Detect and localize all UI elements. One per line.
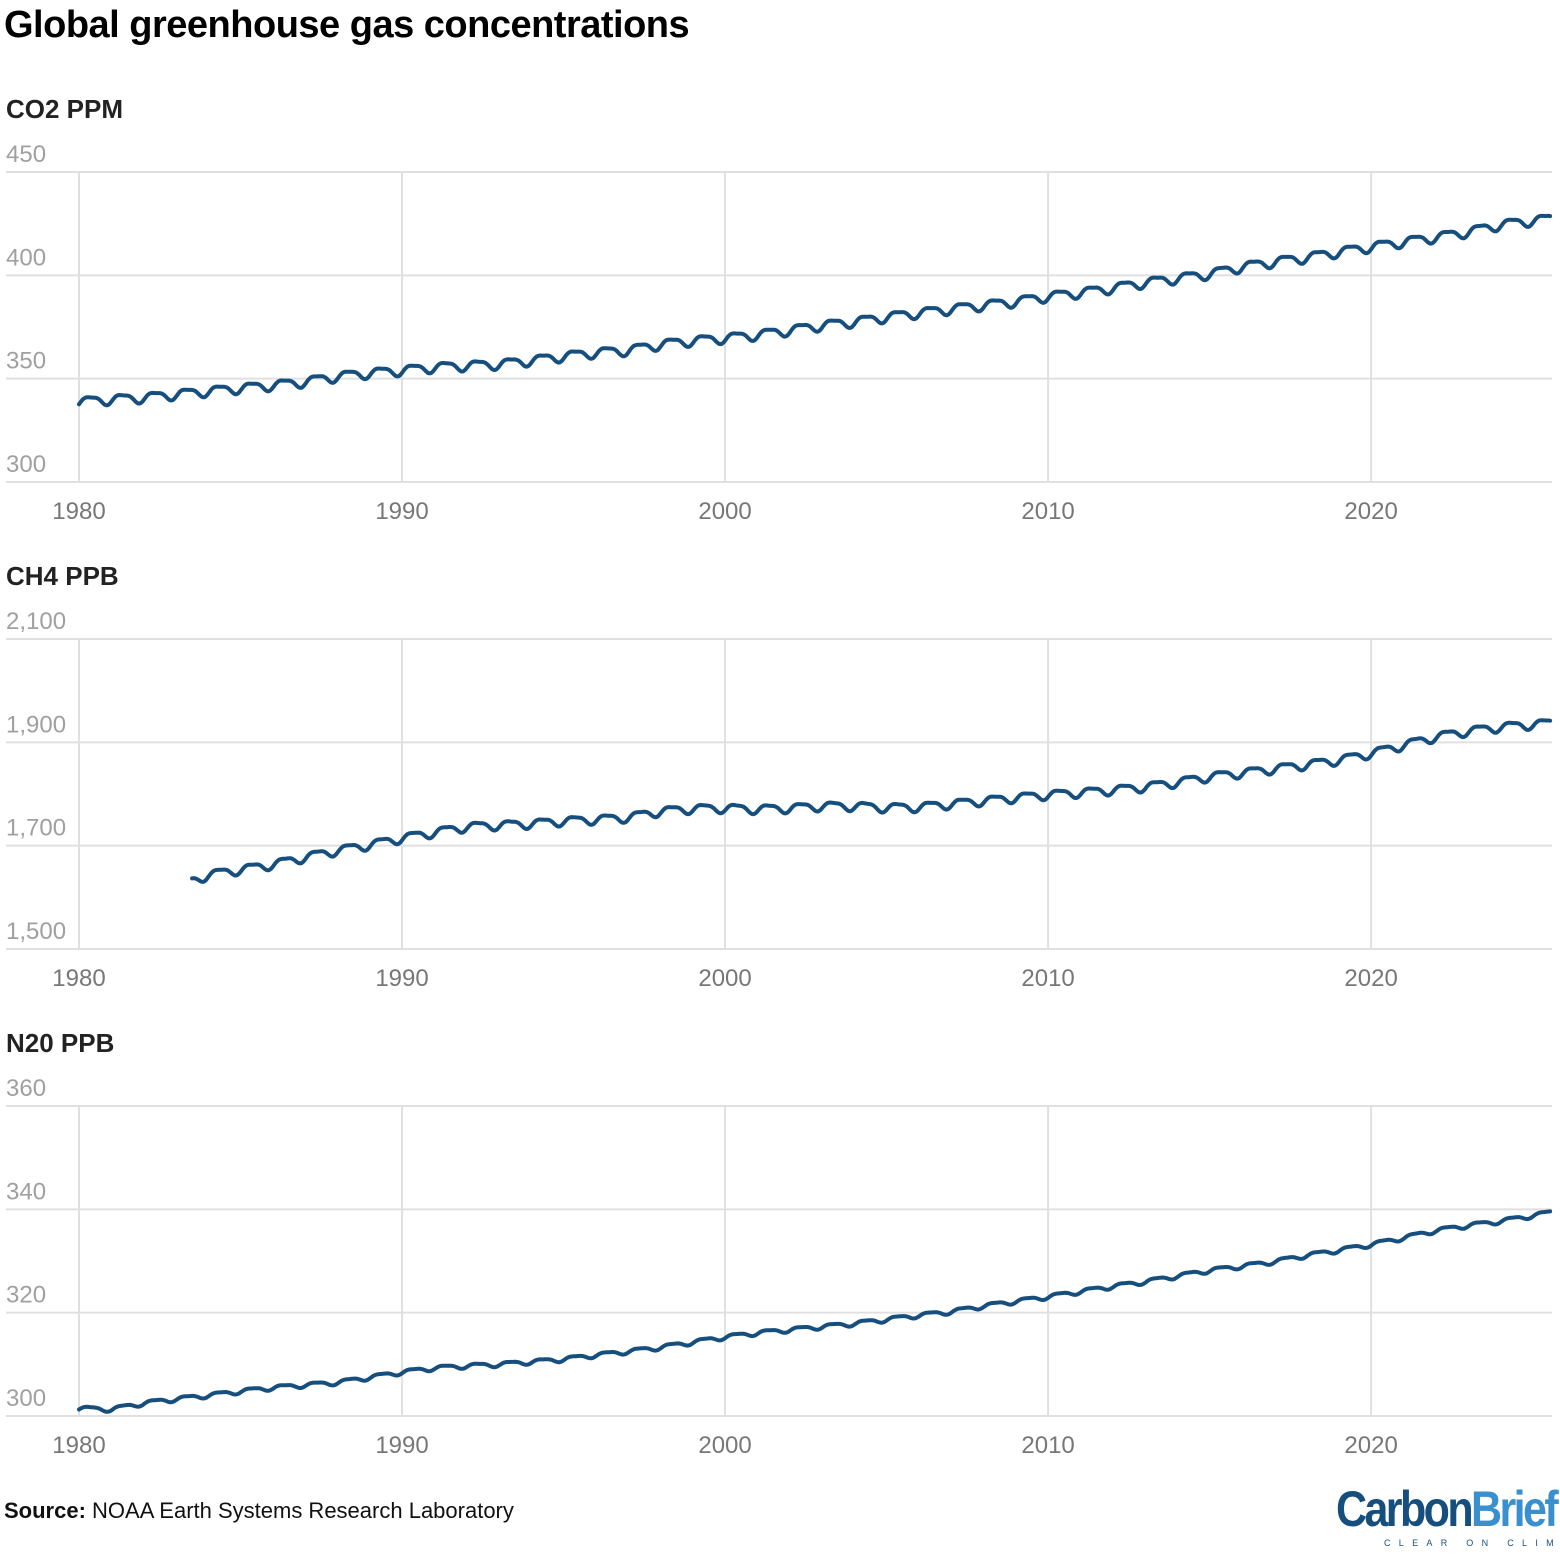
x-tick-label: 1990 [375,498,428,525]
y-tick-label: 1,500 [6,918,66,945]
y-tick-label: 300 [6,451,46,478]
x-tick-label: 1980 [52,965,105,992]
y-tick-label: 1,900 [6,711,66,738]
panel-title: CH4 PPB [6,561,119,591]
x-tick-label: 2020 [1344,965,1397,992]
x-tick-label: 2010 [1021,498,1074,525]
y-tick-label: 360 [6,1075,46,1102]
y-tick-label: 450 [6,141,46,168]
x-tick-label: 2010 [1021,965,1074,992]
x-tick-label: 1980 [52,1432,105,1459]
logo-part1: Carbon [1336,1481,1474,1537]
x-tick-label: 2020 [1344,498,1397,525]
source-note: Source: NOAA Earth Systems Research Labo… [4,1498,514,1524]
x-tick-label: 1990 [375,965,428,992]
series-line [190,718,1553,884]
y-tick-label: 400 [6,244,46,271]
y-tick-label: 300 [6,1385,46,1412]
x-tick-label: 2010 [1021,1432,1074,1459]
panel-ch4: 1,500 1,700 1,900 2,100 1980 1990 2000 2010 2020… [6,561,1553,992]
panel-title: N20 PPB [6,1028,114,1058]
x-tick-label: 2020 [1344,1432,1397,1459]
panel-title: CO2 PPM [6,94,123,124]
x-tick-label: 1990 [375,1432,428,1459]
series-line [77,1209,1553,1414]
logo-part2: Brief [1471,1481,1559,1537]
chart-title: Global greenhouse gas concentrations [4,4,690,46]
y-tick-label: 2,100 [6,608,66,635]
y-tick-label: 350 [6,348,46,375]
y-tick-label: 1,700 [6,815,66,842]
logo-tagline: CLEAR ON CLIMATE [1384,1538,1560,1548]
panel-n2o: 300 320 340 360 1980 1990 2000 2010 2020 N20 PPB [6,1028,1553,1459]
carbon-brief-logo: CarbonBrief CLEAR ON CLIMATE [1336,1481,1560,1548]
x-tick-label: 2000 [698,498,751,525]
series-line [77,213,1553,408]
source-text: NOAA Earth Systems Research Laboratory [85,1498,514,1523]
y-tick-label: 320 [6,1282,46,1309]
x-tick-label: 1980 [52,498,105,525]
panel-co2: 300 350 400 450 1980 1990 2000 2010 2020 CO2 PPM [6,94,1553,525]
x-tick-label: 2000 [698,1432,751,1459]
x-tick-label: 2000 [698,965,751,992]
y-tick-label: 340 [6,1178,46,1205]
source-label: Source: [4,1498,86,1523]
